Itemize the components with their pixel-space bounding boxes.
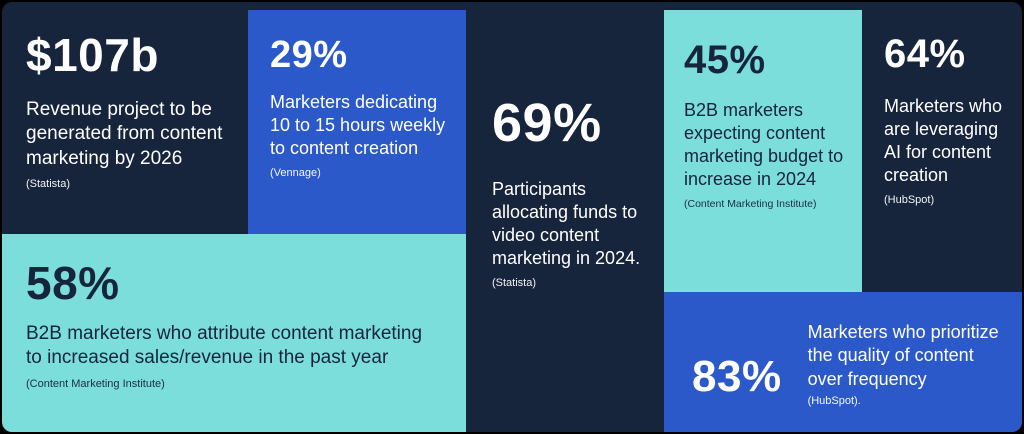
stat-card-ai-content: 64% Marketers who are leveraging AI for … xyxy=(862,2,1022,292)
stat-card-sales-revenue: 58% B2B marketers who attribute content … xyxy=(2,234,466,432)
stat-source: (HubSpot). xyxy=(807,394,861,407)
stat-value: 58% xyxy=(26,257,120,309)
stat-description: Marketers who prioritize the quality of … xyxy=(807,322,999,389)
stat-description: Participants allocating funds to video c… xyxy=(492,179,641,269)
stat-source: (Vennage) xyxy=(270,167,321,180)
stat-description: B2B marketers who attribute content mark… xyxy=(26,323,423,369)
stat-source: (Content Marketing Institute) xyxy=(26,377,165,390)
stat-source: (HubSpot) xyxy=(884,194,935,207)
stat-value: 29% xyxy=(270,34,348,76)
stat-card-hours-weekly: 29% Marketers dedicating 10 to 15 hours … xyxy=(248,10,466,234)
stat-source: (Content Marketing Institute) xyxy=(684,198,817,211)
stat-card-budget-increase: 45% B2B marketers expecting content mark… xyxy=(664,10,862,292)
stat-value: 83% xyxy=(692,352,782,401)
stat-source: (Statista) xyxy=(26,177,71,190)
stat-value: 64% xyxy=(884,32,966,76)
stat-description: Marketers dedicating 10 to 15 hours week… xyxy=(270,92,446,159)
stat-card-quality-over-frequency: 83% Marketers who prioritize the quality… xyxy=(664,292,1022,432)
stat-card-video-funds: 69% Participants allocating funds to vid… xyxy=(466,2,664,432)
stat-value: $107b xyxy=(26,29,159,81)
stat-source: (Statista) xyxy=(492,277,537,290)
stat-value: 69% xyxy=(492,93,602,153)
stat-card-revenue-2026: $107b Revenue project to be generated fr… xyxy=(2,2,248,234)
stat-text-block: Marketers who prioritize the quality of … xyxy=(808,321,1012,406)
stat-value: 45% xyxy=(684,38,766,82)
stat-description: Marketers who are leveraging AI for cont… xyxy=(884,96,1003,186)
stat-description: Revenue project to be generated from con… xyxy=(26,99,223,169)
stat-description: B2B marketers expecting content marketin… xyxy=(684,100,844,190)
